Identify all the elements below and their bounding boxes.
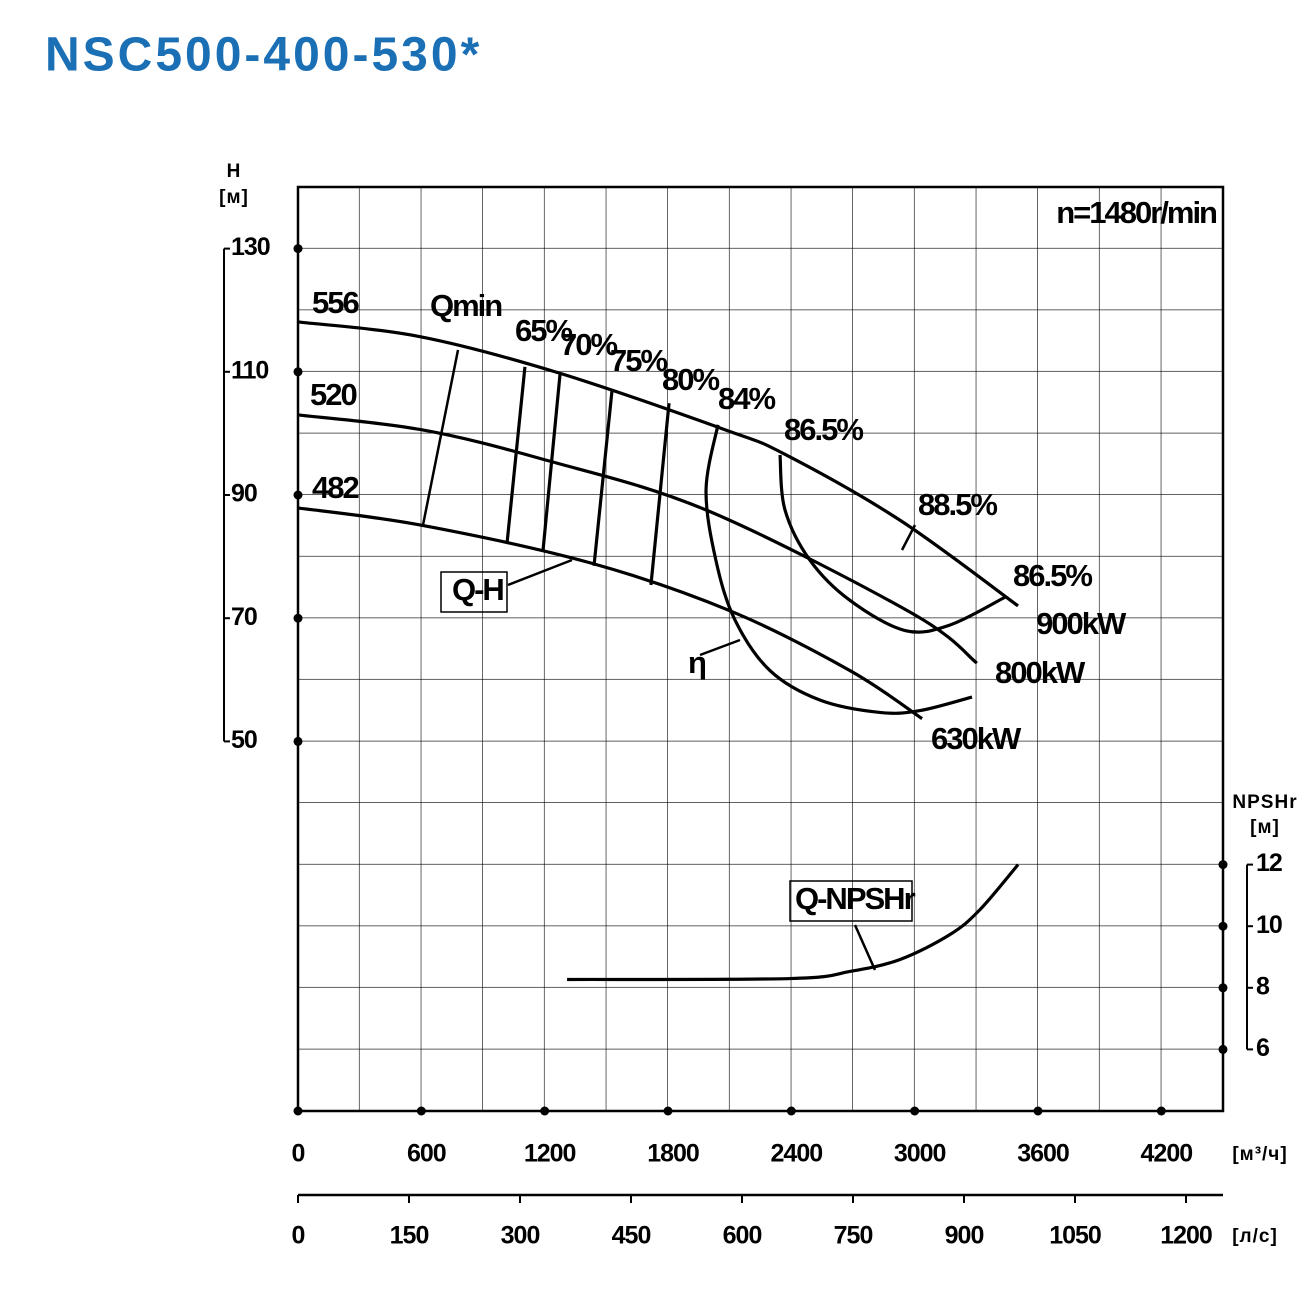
y-label: H	[227, 161, 242, 182]
y2-tick-dot	[1218, 1044, 1228, 1054]
annotation: 800kW	[995, 655, 1086, 690]
curve-label: 65%	[515, 313, 572, 348]
y2-tick-dot	[1218, 860, 1228, 870]
annotation: 900kW	[1036, 606, 1127, 641]
curve-label: 482	[312, 470, 358, 505]
annotation: 86.5%	[1013, 558, 1092, 593]
y2-tick-label: 12	[1256, 849, 1282, 877]
x2-tick-label: 1200	[1160, 1222, 1212, 1250]
leader	[853, 924, 877, 971]
curve-label: 84%	[718, 381, 775, 416]
x2-tick-label: 450	[612, 1222, 651, 1250]
chart-title: NSC500-400-530*	[45, 29, 482, 82]
y-tick-dot	[293, 244, 303, 254]
annotation: 630kW	[931, 721, 1022, 756]
annotation: Q-H	[452, 572, 503, 607]
x2-unit: [л/с]	[1232, 1226, 1278, 1247]
minor-grid	[298, 187, 1223, 1111]
x-unit: [м³/ч]	[1232, 1144, 1287, 1165]
x-tick-dot	[1156, 1106, 1166, 1116]
y-tick-dot	[293, 490, 303, 500]
x-tick-dot	[540, 1106, 550, 1116]
y2-tick-dot	[1218, 983, 1228, 993]
x2-tick-label: 0	[292, 1222, 305, 1250]
npsh-label: Q-NPSHr	[795, 881, 916, 916]
speed-label: n=1480r/min	[1056, 195, 1217, 230]
curve	[541, 373, 562, 551]
x-tick-dot	[910, 1106, 920, 1116]
x-tick-label: 3000	[894, 1140, 946, 1168]
y2-tick-label: 8	[1256, 972, 1270, 1000]
annotation: η	[688, 645, 706, 680]
x-tick-label: 3600	[1017, 1140, 1069, 1168]
curve	[649, 403, 671, 586]
y2-label: NPSHr	[1232, 792, 1297, 813]
x-tick-label: 4200	[1141, 1140, 1193, 1168]
y-tick-label: 90	[231, 480, 257, 508]
x-tick-dot	[293, 1106, 303, 1116]
curve	[567, 863, 1020, 982]
y-tick-dot	[293, 736, 303, 746]
label-box	[440, 571, 508, 613]
x-tick-label: 1800	[647, 1140, 699, 1168]
y-tick-label: 130	[231, 233, 270, 261]
x-tick-label: 600	[407, 1140, 446, 1168]
x-tick-label: 2400	[771, 1140, 823, 1168]
label-box	[789, 880, 913, 922]
curve	[505, 366, 527, 544]
curve	[297, 506, 923, 720]
y2-tick-label: 6	[1256, 1034, 1269, 1062]
curve-label: 70%	[560, 327, 617, 362]
x2-tick-label: 150	[390, 1222, 429, 1250]
curve-label: 80%	[662, 362, 719, 397]
y-tick-label: 110	[231, 356, 268, 384]
curve-label: 556	[312, 285, 359, 320]
leader	[421, 349, 460, 526]
curve-label: 75%	[610, 343, 667, 378]
y-unit: [м]	[219, 187, 249, 208]
x-tick-dot	[1033, 1106, 1043, 1116]
y2-tick-dot	[1218, 921, 1228, 931]
y2-unit: [м]	[1250, 817, 1280, 838]
annotation: 88.5%	[918, 487, 997, 522]
curve	[297, 413, 978, 665]
plot-frame	[296, 185, 1225, 1113]
x2-tick-label: 750	[834, 1222, 873, 1250]
leaders	[421, 349, 917, 971]
curve-label: 86.5%	[784, 412, 863, 447]
x-tick-dot	[786, 1106, 796, 1116]
x2-tick-label: 600	[723, 1222, 762, 1250]
x-tick-label: 0	[292, 1140, 305, 1168]
x-tick-dot	[663, 1106, 673, 1116]
y-tick-dot	[293, 613, 303, 623]
curve	[704, 424, 973, 715]
x2-tick-label: 300	[501, 1222, 540, 1250]
x2-tick-label: 1050	[1049, 1222, 1101, 1250]
x2-tick-label: 900	[945, 1222, 984, 1250]
curve	[592, 389, 614, 567]
curve-label: 520	[310, 377, 356, 412]
x-tick-dot	[416, 1106, 426, 1116]
y-tick-label: 50	[231, 726, 257, 754]
y-tick-dot	[293, 367, 303, 377]
x-tick-label: 1200	[524, 1140, 576, 1168]
y-tick-label: 70	[231, 603, 257, 631]
curve	[778, 454, 1006, 634]
y2-tick-label: 10	[1256, 911, 1282, 939]
leader	[507, 558, 573, 587]
leader	[699, 638, 741, 657]
annotation: Qmin	[430, 288, 502, 323]
